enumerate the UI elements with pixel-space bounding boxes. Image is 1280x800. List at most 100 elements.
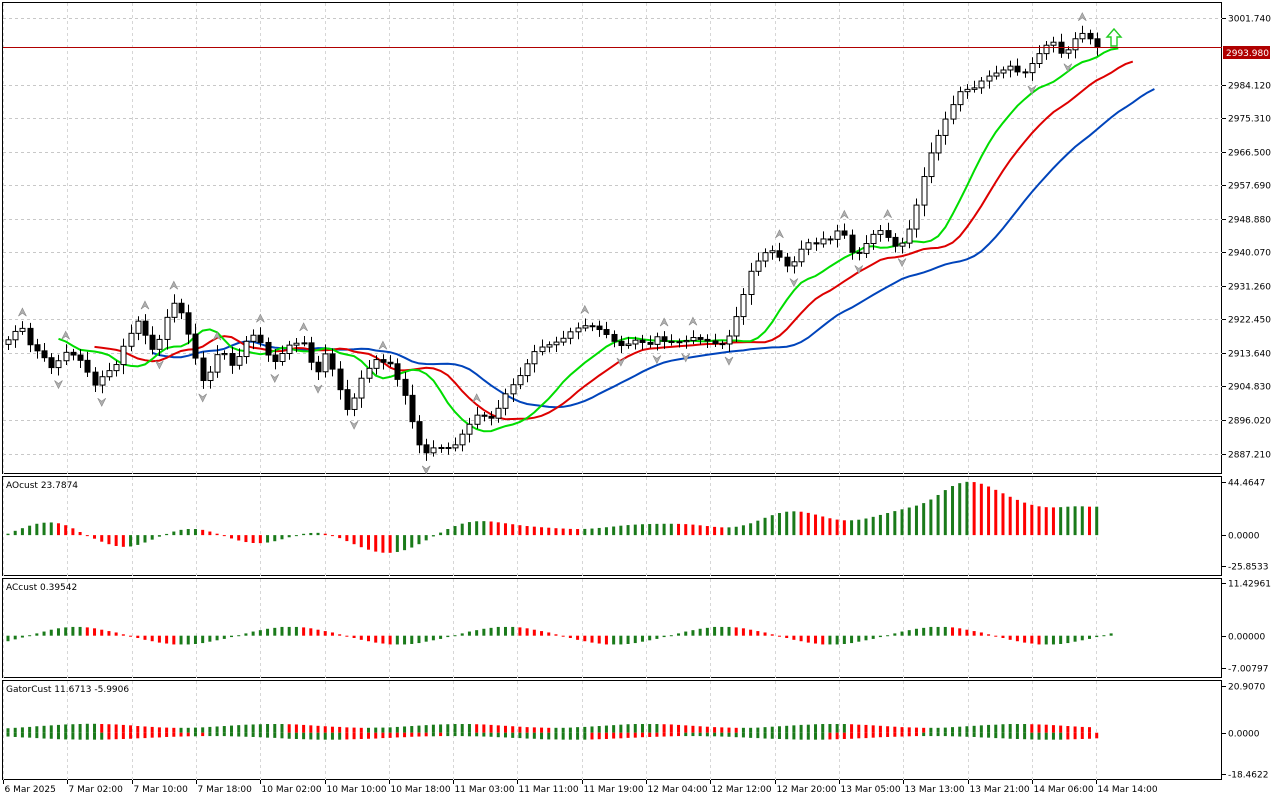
time-label: 7 Mar 18:00 xyxy=(198,785,253,795)
ao-bar xyxy=(756,520,760,536)
candle-bear xyxy=(257,334,264,343)
gator-upper-bar xyxy=(258,724,262,733)
ac-bar xyxy=(439,635,443,639)
ac-bar xyxy=(1015,635,1019,642)
gator-lower-bar xyxy=(1095,732,1099,739)
ac-bar xyxy=(749,629,753,636)
ac-bar xyxy=(705,627,709,636)
gator-upper-bar xyxy=(792,725,796,733)
ac-bar xyxy=(1001,635,1005,638)
candle-bull xyxy=(755,260,762,272)
gator-upper-bar xyxy=(936,727,940,733)
gator-upper-bar xyxy=(1008,724,1012,733)
price-tick-label: 2913.640 xyxy=(1228,350,1271,360)
ao-bar xyxy=(496,522,500,536)
ao-bar xyxy=(727,527,731,536)
candle-bear xyxy=(647,341,654,345)
ac-tick-label: -7.00797 xyxy=(1228,665,1268,675)
time-label: 11 Mar 03:00 xyxy=(455,785,515,795)
candle-bull xyxy=(1029,63,1036,74)
candle-bull xyxy=(683,340,690,343)
price-tick-label: 3001.740 xyxy=(1228,15,1271,25)
price-tick-label: 2957.690 xyxy=(1228,182,1271,192)
ao-bar xyxy=(777,513,781,536)
gator-lower-bar xyxy=(540,732,544,740)
candle-bull xyxy=(474,414,481,425)
ao-bar xyxy=(677,523,681,536)
ao-bar xyxy=(806,512,810,536)
candles[interactable] xyxy=(5,25,1101,461)
gator-lower-bar xyxy=(28,732,32,738)
gator-lower-bar xyxy=(1008,732,1012,739)
ao-bar xyxy=(244,535,248,543)
ao-bar xyxy=(1030,504,1034,536)
fractal-up-icon xyxy=(18,307,27,317)
ac-bar xyxy=(121,634,125,636)
gator-lower-bar xyxy=(93,732,97,740)
gator-lower-bar xyxy=(496,732,500,738)
ao-bar xyxy=(1037,506,1041,536)
ac-bar xyxy=(511,626,515,636)
gator-upper-bar xyxy=(244,724,248,733)
gator-lower-bar xyxy=(871,732,875,738)
gator-upper-bar xyxy=(287,724,291,733)
time-label: 10 Mar 18:00 xyxy=(391,785,451,795)
candle-bear xyxy=(387,361,394,365)
gator-upper-bar xyxy=(597,726,601,733)
ao-bar xyxy=(208,531,212,536)
gator-lower-bar xyxy=(749,732,753,738)
gator-upper-bar xyxy=(756,727,760,733)
ac-tick-label: 11.42961 xyxy=(1228,580,1271,590)
candle-bull xyxy=(55,360,62,369)
gator-lower-bar xyxy=(814,732,818,740)
gator-lower-bar xyxy=(893,732,897,737)
ao-bar xyxy=(792,511,796,536)
gator-upper-bar xyxy=(446,724,450,733)
ac-bar xyxy=(612,635,616,645)
ao-bar xyxy=(669,523,673,536)
ac-bar xyxy=(1023,635,1027,643)
gator-upper-bar xyxy=(460,724,464,733)
ac-bar xyxy=(482,628,486,636)
candle-bull xyxy=(676,341,683,344)
ao-bar xyxy=(388,535,392,553)
gator-upper-bar xyxy=(900,727,904,733)
ac-bar xyxy=(251,631,255,636)
gator-lower-bar xyxy=(6,732,10,737)
ao-bar xyxy=(330,535,334,537)
gator-lower-bar xyxy=(345,732,349,740)
ac-pane-frame xyxy=(2,578,1222,678)
candle-bear xyxy=(849,234,856,253)
price-tick-label: 2940.070 xyxy=(1228,249,1271,259)
ao-bar xyxy=(100,535,104,542)
gator-lower-bar xyxy=(338,732,342,740)
ac-bar xyxy=(568,635,572,638)
candle-bull xyxy=(1000,69,1007,74)
candle-bull xyxy=(1043,44,1050,55)
ac-bar xyxy=(20,635,24,638)
ac-bar xyxy=(532,629,536,636)
ac-bar xyxy=(208,635,212,642)
ac-bar xyxy=(410,635,414,644)
candle-bear xyxy=(185,312,192,335)
ao-bar xyxy=(576,529,580,536)
ac-bar xyxy=(309,628,313,636)
ao-bar xyxy=(201,529,205,536)
ao-bar xyxy=(828,518,832,536)
gator-lower-bar xyxy=(929,732,933,737)
ac-bar xyxy=(489,627,493,636)
ao-bar xyxy=(467,522,471,536)
ac-bar xyxy=(525,628,529,636)
ao-bar xyxy=(1088,506,1091,536)
candle-bull xyxy=(942,118,949,136)
candle-bear xyxy=(596,325,603,331)
gator-lower-bar xyxy=(330,732,334,740)
fractal-down-icon xyxy=(421,465,431,475)
gator-upper-bar xyxy=(705,726,709,733)
candle-bull xyxy=(459,433,466,446)
candle-bear xyxy=(70,351,77,356)
gator-upper-bar xyxy=(727,727,731,733)
gator-upper-bar xyxy=(987,724,991,733)
ac-bar xyxy=(244,633,248,636)
